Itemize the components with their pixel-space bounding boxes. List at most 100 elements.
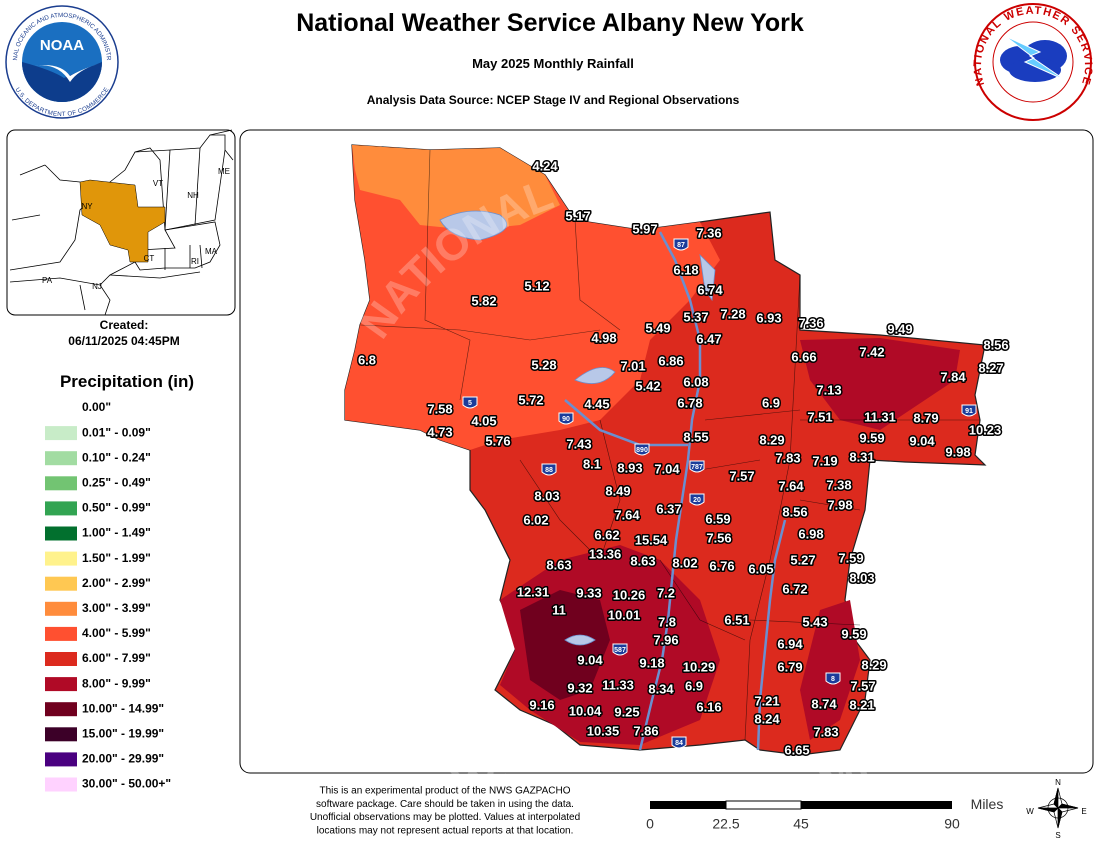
station-value: 6.47 — [696, 331, 721, 346]
station-value: 8.63 — [630, 553, 655, 568]
interstate-shield — [558, 412, 574, 425]
station-value: 8.74 — [811, 696, 837, 711]
station-value: 7.04 — [654, 461, 680, 476]
station-value: 7.58 — [427, 401, 452, 416]
compass-letter: N — [1055, 778, 1061, 787]
station-value: 7.42 — [859, 344, 884, 359]
interstate-shield — [541, 463, 557, 476]
station-value: 9.16 — [529, 697, 554, 712]
station-value: 8.56 — [782, 504, 807, 519]
station-value: 8.03 — [849, 570, 874, 585]
interstate-number: 87 — [677, 242, 685, 249]
station-value: 10.01 — [608, 607, 641, 622]
interstate-shield — [673, 238, 689, 251]
station-value: 5.97 — [632, 221, 657, 236]
station-value: 7.59 — [838, 550, 863, 565]
interstate-number: 8 — [831, 676, 835, 683]
scale-label: 45 — [793, 816, 809, 832]
station-value: 5.28 — [531, 357, 556, 372]
station-value: 8.49 — [605, 483, 630, 498]
station-value: 7.01 — [620, 358, 645, 373]
interstate-number: 787 — [691, 464, 703, 471]
station-value: 7.84 — [940, 369, 966, 384]
station-value: 7.8 — [658, 614, 676, 629]
legend-swatch — [45, 652, 77, 666]
legend-title: Precipitation (in) — [60, 372, 194, 391]
station-value: 6.79 — [777, 659, 802, 674]
inset-state-label: RI — [191, 257, 199, 266]
station-value: 11 — [552, 602, 566, 617]
disclaimer-line: Unofficial observations may be plotted. … — [310, 812, 580, 823]
inset-state-label: ME — [218, 167, 230, 176]
legend-swatch — [45, 476, 77, 491]
station-value: 7.98 — [827, 497, 852, 512]
source: Analysis Data Source: NCEP Stage IV and … — [367, 93, 740, 107]
compass-letter: S — [1055, 831, 1060, 840]
legend-label: 3.00" - 3.99" — [82, 601, 151, 615]
station-value: 6.59 — [705, 511, 730, 526]
legend-label: 6.00" - 7.99" — [82, 651, 151, 665]
station-value: 4.45 — [584, 396, 609, 411]
station-value: 5.49 — [645, 320, 670, 335]
legend-label: 30.00" - 50.00+" — [82, 777, 171, 791]
legend-swatch — [45, 501, 77, 516]
station-value: 8.03 — [534, 488, 559, 503]
station-value: 8.63 — [546, 557, 571, 572]
title: National Weather Service Albany New York — [296, 9, 804, 37]
station-value: 10.26 — [613, 587, 646, 602]
station-value: 11.33 — [602, 677, 634, 692]
interstate-shield — [462, 396, 478, 409]
interstate-number: 20 — [693, 497, 701, 504]
station-value: 6.37 — [656, 501, 681, 516]
legend-swatch — [45, 526, 77, 541]
area-3-4 — [352, 145, 560, 230]
legend-swatch — [45, 727, 77, 742]
station-value: 6.08 — [683, 374, 708, 389]
station-value: 6.8 — [358, 352, 376, 367]
legend-swatch — [45, 551, 77, 566]
legend-label: 10.00" - 14.99" — [82, 701, 164, 715]
station-value: 7.19 — [812, 453, 837, 468]
legend-label: 1.00" - 1.49" — [82, 526, 151, 540]
station-value: 6.66 — [791, 349, 816, 364]
station-value: 6.98 — [798, 526, 823, 541]
station-value: 6.65 — [784, 742, 809, 757]
legend-swatch — [45, 451, 77, 466]
station-value: 7.28 — [720, 306, 745, 321]
station-value: 5.37 — [683, 309, 708, 324]
station-value: 6.72 — [782, 581, 807, 596]
legend-label: 20.00" - 29.99" — [82, 752, 164, 766]
interstate-shield — [825, 672, 841, 685]
station-value: 8.02 — [672, 555, 697, 570]
station-value: 6.86 — [658, 353, 683, 368]
inset-map — [9, 129, 234, 316]
station-value: 7.57 — [729, 468, 754, 483]
station-value: 12.31 — [517, 584, 550, 599]
station-value: 7.38 — [826, 477, 851, 492]
station-value: 6.76 — [709, 558, 734, 573]
interstate-shield — [671, 736, 687, 749]
scale-bar — [650, 800, 952, 810]
station-value: 9.59 — [859, 430, 884, 445]
interstate-number: 84 — [675, 740, 683, 747]
legend-swatch — [45, 677, 77, 692]
area-10-15 — [520, 590, 610, 700]
inset-state-label: NJ — [92, 282, 102, 291]
station-value: 9.04 — [577, 652, 603, 667]
interstate-number: 890 — [636, 447, 648, 454]
station-value: 6.02 — [523, 512, 548, 527]
station-value: 10.23 — [969, 422, 1002, 437]
interstate-number: 88 — [545, 467, 553, 474]
interstate-shield — [689, 493, 705, 506]
inset-state-label: PA — [42, 276, 53, 285]
interstate-shield — [634, 443, 650, 456]
station-value: 6.9 — [762, 395, 780, 410]
station-value: 4.24 — [532, 158, 558, 173]
station-value: 7.57 — [850, 678, 875, 693]
disclaimer-line: locations may not represent actual repor… — [317, 826, 574, 837]
station-value: 8.29 — [759, 432, 784, 447]
legend-label: 1.50" - 1.99" — [82, 551, 151, 565]
interstate-number: 90 — [562, 416, 570, 423]
station-value: 7.64 — [778, 478, 804, 493]
station-value: 7.64 — [614, 507, 640, 522]
